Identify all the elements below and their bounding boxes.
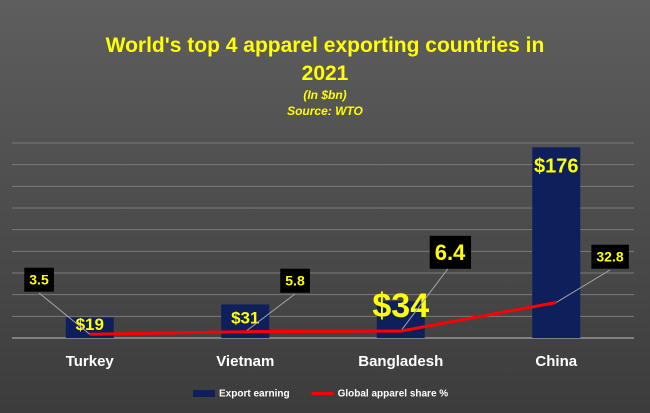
line-value-label-box: 32.8 [591,244,629,269]
leader-line [400,265,451,332]
chart-title: World's top 4 apparel exporting countrie… [106,34,545,85]
line-value-label: 32.8 [596,249,623,265]
x-tick-label: China [535,353,577,370]
line-value-label: 5.8 [285,273,305,289]
line-value-label: 3.5 [29,272,49,288]
line-value-label: 6.4 [435,240,466,265]
line-value-label-box: 3.5 [24,267,54,292]
legend-swatch [193,390,215,397]
line-value-label-box: 5.8 [280,268,310,293]
legend-label: Global apparel share % [338,389,449,400]
share-line [89,300,557,336]
leader-line [555,269,611,303]
label-box [24,267,54,292]
chart-subtitle: (In $bn) [303,88,346,102]
label-box [280,268,310,293]
x-tick-label: Vietnam [216,353,274,370]
line-value-label-box: 6.4 [429,235,472,269]
bar-value-label: $19 [76,315,104,334]
x-tick-label: Bangladesh [358,353,443,370]
legend-label: Export earning [219,389,290,400]
bar-value-label: $34 [372,287,429,325]
chart-source: Source: WTO [287,104,363,118]
label-box [591,244,629,269]
label-box [429,235,472,269]
bar-value-label: $31 [231,309,259,328]
leader-line [244,293,296,333]
leader-line [38,292,91,335]
bar-value-label: $176 [534,156,579,178]
x-tick-label: Turkey [66,353,115,370]
